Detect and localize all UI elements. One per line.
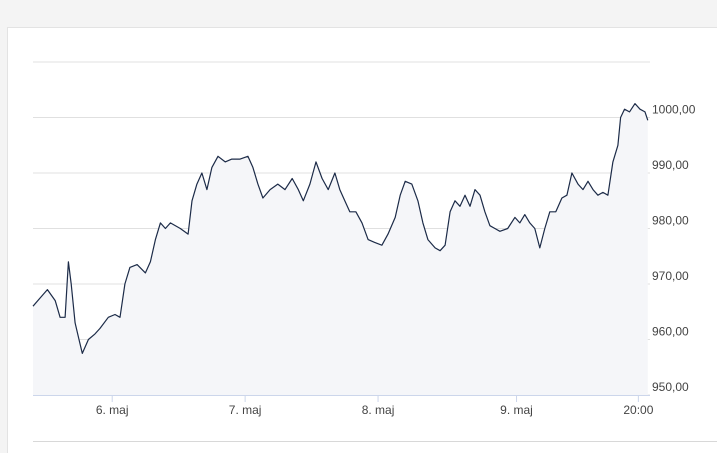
x-tick-label: 9. maj xyxy=(500,403,533,417)
y-tick-label: 990,00 xyxy=(652,158,689,172)
x-tick-label: 20:00 xyxy=(623,403,653,417)
area xyxy=(33,103,648,395)
y-tick-label: 960,00 xyxy=(652,325,689,339)
y-tick-label: 980,00 xyxy=(652,214,689,228)
price-line xyxy=(32,103,649,354)
y-tick-label: 970,00 xyxy=(652,269,689,283)
x-tick-label: 6. maj xyxy=(96,403,129,417)
y-tick-label: 950,00 xyxy=(652,380,689,394)
x-tick-label: 7. maj xyxy=(229,403,262,417)
y-tick-label: 1000,00 xyxy=(652,103,696,117)
x-tick-label: 8. maj xyxy=(362,403,395,417)
